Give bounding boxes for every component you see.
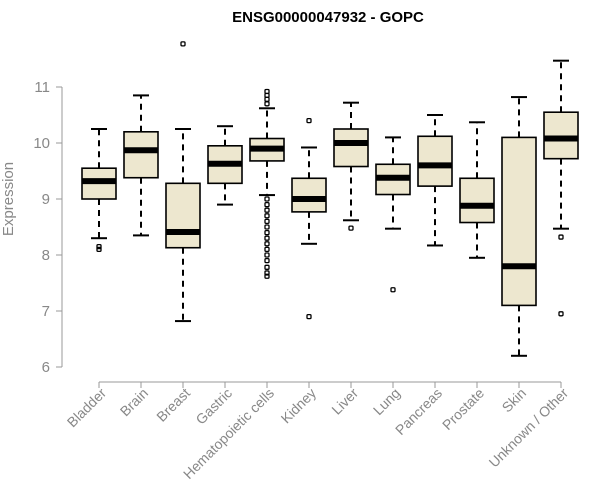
outlier-point <box>558 311 564 317</box>
outlier-point <box>264 235 270 241</box>
outlier-point <box>96 243 102 250</box>
x-tick-label: Unknown / Other <box>486 385 572 471</box>
iqr-box <box>417 135 453 187</box>
outlier-point <box>348 225 354 231</box>
y-axis: 6 7 8 9 10 11 <box>33 79 63 376</box>
outlier-point <box>306 117 312 124</box>
x-tick-label: Liver <box>328 385 361 418</box>
outlier-point <box>264 224 270 230</box>
box-group <box>249 88 285 279</box>
y-tick-label: 7 <box>42 303 50 320</box>
outlier-point <box>264 264 270 270</box>
box-group <box>165 41 201 323</box>
y-tick-label: 9 <box>42 191 50 208</box>
x-tick-label: Skin <box>499 385 530 416</box>
iqr-box <box>291 177 327 213</box>
outlier-point <box>306 313 312 320</box>
box-group <box>207 125 243 206</box>
box-group <box>291 117 327 320</box>
box-group <box>543 59 579 317</box>
box-group <box>501 96 537 357</box>
outlier-point <box>264 252 270 258</box>
x-tick-label: Prostate <box>439 385 487 433</box>
outlier-point <box>264 241 270 247</box>
x-tick-label: Pancreas <box>392 385 445 438</box>
outlier-point <box>264 257 270 264</box>
iqr-box <box>333 128 369 168</box>
outlier-point <box>264 246 270 253</box>
outlier-point <box>180 41 186 47</box>
y-tick-label: 10 <box>33 135 50 152</box>
x-tick-label: Kidney <box>278 385 320 427</box>
iqr-box <box>165 182 201 249</box>
boxes <box>81 41 579 357</box>
outlier-point <box>390 287 396 293</box>
box-group <box>123 94 159 237</box>
iqr-box <box>459 177 495 224</box>
outlier-point <box>264 213 270 219</box>
x-tick-label: Lung <box>370 385 403 418</box>
outlier-point <box>264 101 270 107</box>
box-group <box>81 128 117 253</box>
outlier-point <box>558 234 564 240</box>
y-tick-label: 11 <box>34 79 50 96</box>
outlier-point <box>264 88 270 95</box>
outlier-point <box>96 246 102 253</box>
box-group <box>375 136 411 293</box>
box-group <box>459 121 495 259</box>
y-tick-label: 8 <box>42 247 50 264</box>
x-tick-label: Breast <box>153 385 193 425</box>
outlier-point <box>264 196 270 202</box>
box-group <box>333 101 369 231</box>
y-tick-label: 6 <box>42 359 50 376</box>
x-tick-label: Bladder <box>64 385 110 431</box>
outlier-point <box>264 207 270 213</box>
outlier-point <box>264 201 270 208</box>
iqr-box <box>123 131 159 179</box>
chart-title: ENSG00000047932 - GOPC <box>232 9 424 26</box>
iqr-box <box>543 111 579 160</box>
x-tick-label: Brain <box>117 385 151 419</box>
y-axis-label: Expression <box>0 162 17 236</box>
iqr-box <box>501 136 537 307</box>
outlier-point <box>264 218 270 225</box>
outlier-point <box>264 229 270 236</box>
outlier-point <box>264 270 270 276</box>
box-group <box>417 114 453 247</box>
